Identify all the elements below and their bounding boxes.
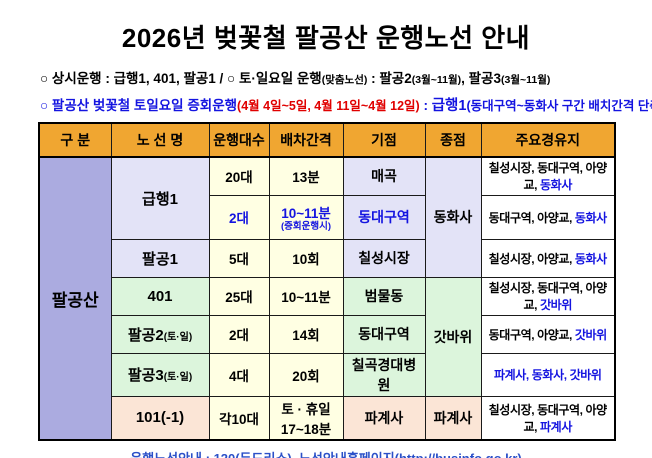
notice1-text-2: : 팔공2 bbox=[367, 71, 412, 86]
origin-cell: 칠성시장 bbox=[342, 238, 426, 278]
via-cell: 칠성시장, 아양교, 동화사 bbox=[480, 238, 616, 278]
via-highlight: 동화사 bbox=[574, 210, 607, 225]
notice1-text: ○ 상시운행 : 급행1, 401, 팔공1 / ○ 토·일요일 운행 bbox=[40, 71, 322, 86]
notice2-blue-text: ○ 팔공산 벚꽃철 토일요일 증회운행 bbox=[40, 98, 238, 113]
fleet-cell: 20대 bbox=[208, 156, 270, 196]
terminal-cell: 갓바위 bbox=[424, 276, 482, 397]
table-row: 2대 10~11분 (증회운행시) 동대구역 동대구역, 아양교, 동화사 bbox=[39, 194, 616, 240]
fleet-cell: 4대 bbox=[208, 352, 270, 397]
notice1-small-2: (3월~11월) bbox=[411, 74, 462, 86]
via-cell: 동대구역, 아양교, 동화사 bbox=[480, 194, 616, 240]
column-header-origin: 기점 bbox=[342, 122, 426, 158]
via-highlight: 동화사 bbox=[540, 178, 572, 193]
terminal-cell: 동화사 bbox=[424, 156, 482, 278]
route-table: 구 분 노 선 명 운행대수 배차간격 기점 종점 주요경유지 팔공산 급행1 … bbox=[38, 122, 616, 441]
table-row: 401 25대 10~11분 범물동 갓바위 칠성시장, 동대구역, 아양교, … bbox=[39, 276, 616, 397]
notice2-colon: : bbox=[419, 98, 432, 113]
origin-cell: 동대구역 bbox=[342, 194, 426, 240]
origin-cell: 파계사 bbox=[342, 395, 426, 441]
column-header-terminal: 종점 bbox=[424, 122, 482, 158]
via-cell: 파계사, 동화사, 갓바위 bbox=[480, 352, 616, 397]
fleet-cell: 2대 bbox=[208, 194, 270, 240]
interval-cell: 13분 bbox=[268, 156, 344, 196]
table-row: 팔공3(토·일) 4대 20회 칠곡경대병원 파계사, 동화사, 갓바위 bbox=[39, 352, 616, 397]
notice2-dates: (4월 4일~5일, 4월 11일~4월 12일) bbox=[237, 99, 420, 113]
notice2-route: 급행1 bbox=[431, 98, 467, 114]
origin-cell: 범물동 bbox=[342, 276, 426, 316]
via-cell: 칠성시장, 동대구역, 아양교, 파계사 bbox=[480, 395, 616, 441]
via-cell: 동대구역, 아양교, 갓바위 bbox=[480, 314, 616, 354]
via-cell: 칠성시장, 동대구역, 아양교, 동화사 bbox=[480, 156, 616, 196]
notice-extra-operation: ○ 팔공산 벚꽃철 토일요일 증회운행(4월 4일~5일, 4월 11일~4월 … bbox=[40, 94, 652, 115]
interval-cell: 토 · 휴일 17~18분 bbox=[268, 395, 344, 441]
interval-cell: 20회 bbox=[268, 352, 344, 397]
column-header-route: 노 선 명 bbox=[110, 122, 210, 158]
via-highlight: 파계사, 동화사, 갓바위 bbox=[494, 368, 602, 382]
interval-cell: 10~11분 bbox=[268, 276, 344, 316]
route-name-cell: 401 bbox=[110, 276, 210, 316]
fleet-cell: 각10대 bbox=[208, 395, 270, 441]
fleet-cell: 2대 bbox=[208, 314, 270, 354]
fleet-cell: 5대 bbox=[208, 238, 270, 278]
fleet-cell: 25대 bbox=[208, 276, 270, 316]
terminal-cell: 파계사 bbox=[424, 395, 482, 441]
route-name-cell: 급행1 bbox=[110, 156, 210, 240]
column-header-fleet: 운행대수 bbox=[208, 122, 270, 158]
interval-cell: 10~11분 (증회운행시) bbox=[268, 194, 344, 240]
page-title: 2026년 벚꽃철 팔공산 운행노선 안내 bbox=[121, 23, 531, 53]
notice1-small-3: (3월~11월) bbox=[500, 74, 551, 86]
column-header-interval: 배차간격 bbox=[268, 122, 344, 158]
notice-regular-operation: ○ 상시운행 : 급행1, 401, 팔공1 / ○ 토·일요일 운행(맞춤노선… bbox=[40, 67, 652, 87]
header-row: 구 분 노 선 명 운행대수 배차간격 기점 종점 주요경유지 bbox=[38, 122, 616, 158]
via-highlight: 파계사 bbox=[540, 419, 572, 434]
category-cell: 팔공산 bbox=[38, 156, 112, 441]
via-highlight: 동화사 bbox=[574, 251, 607, 266]
column-header-category: 구 분 bbox=[38, 122, 112, 158]
via-cell: 칠성시장, 동대구역, 아양교, 갓바위 bbox=[480, 276, 616, 316]
table-row: 101(-1) 각10대 토 · 휴일 17~18분 파계사 파계사 칠성시장, … bbox=[39, 395, 616, 441]
route-name-cell: 101(-1) bbox=[110, 395, 210, 441]
notice2-detail: (동대구역~동화사 구간 배치간격 단축) bbox=[466, 99, 652, 113]
via-highlight: 갓바위 bbox=[574, 327, 607, 342]
table-row: 팔공2(토·일) 2대 14회 동대구역 동대구역, 아양교, 갓바위 bbox=[39, 314, 616, 354]
column-header-via: 주요경유지 bbox=[480, 122, 616, 158]
notice1-text-3: , 팔공3 bbox=[461, 71, 501, 86]
origin-cell: 매곡 bbox=[342, 156, 426, 196]
route-name-cell: 팔공2(토·일) bbox=[110, 314, 210, 354]
route-name-cell: 팔공1 bbox=[110, 238, 210, 278]
table-row: 팔공1 5대 10회 칠성시장 칠성시장, 아양교, 동화사 bbox=[39, 238, 616, 278]
table-row: 팔공산 급행1 20대 13분 매곡 동화사 칠성시장, 동대구역, 아양교, … bbox=[38, 156, 616, 441]
origin-cell: 동대구역 bbox=[342, 314, 426, 354]
interval-cell: 10회 bbox=[268, 238, 344, 278]
route-name-cell: 팔공3(토·일) bbox=[110, 352, 210, 397]
notice1-small-1: (맞춤노선) bbox=[321, 74, 368, 86]
via-highlight: 갓바위 bbox=[540, 298, 572, 312]
origin-cell: 칠곡경대병원 bbox=[342, 352, 426, 397]
interval-cell: 14회 bbox=[268, 314, 344, 354]
